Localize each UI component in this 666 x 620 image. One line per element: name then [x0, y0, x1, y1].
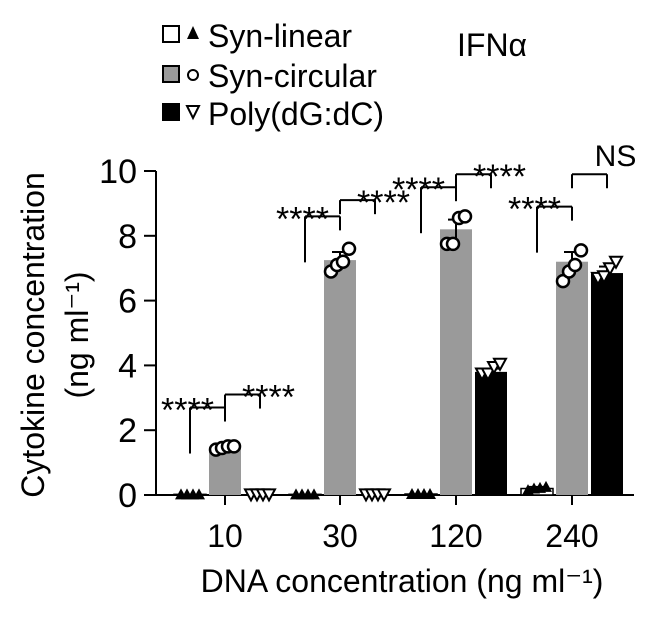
- bars: [173, 229, 623, 496]
- legend-marker-poly-dgdc: [185, 105, 201, 121]
- legend-item-syn-linear: Syn-linear: [162, 18, 352, 54]
- y-tick-label: 4: [118, 347, 137, 385]
- chart-title: IFNα: [457, 27, 527, 63]
- y-axis-label-line2: (ng ml⁻¹): [59, 271, 95, 398]
- bar: [324, 260, 356, 495]
- data-point: [567, 257, 583, 273]
- legend-swatch-syn-circular: [162, 65, 180, 83]
- data-point: [226, 439, 242, 454]
- legend: Syn-linear Syn-circular Poly(dG:dC): [162, 18, 384, 132]
- significance-label: ****: [473, 158, 526, 196]
- data-point: [457, 209, 473, 224]
- y-tick-label: 0: [118, 477, 137, 515]
- bar: [440, 229, 472, 495]
- y-ticks: 0 2 4 6 8 10: [99, 153, 156, 515]
- data-point: [193, 488, 205, 500]
- legend-marker-syn-circular: [187, 69, 199, 81]
- data-point: [445, 236, 461, 252]
- data-point: [596, 270, 612, 285]
- data-point: [308, 488, 320, 500]
- legend-label-syn-linear: Syn-linear: [208, 18, 352, 54]
- legend-item-syn-circular: Syn-circular: [162, 58, 377, 94]
- data-point: [540, 480, 552, 492]
- x-tick-label: 10: [207, 518, 243, 554]
- significance-label: ****: [357, 184, 410, 222]
- y-tick-label: 8: [118, 218, 137, 256]
- data-point: [608, 255, 624, 270]
- data-point: [480, 367, 496, 382]
- legend-swatch-syn-linear: [162, 25, 180, 43]
- legend-label-poly-dgdc: Poly(dG:dC): [208, 96, 384, 132]
- significance-label: NS: [595, 140, 637, 173]
- y-axis-label-line1: Cytokine concentration: [15, 172, 51, 498]
- x-tick-label: 30: [322, 518, 358, 554]
- x-axis-label: DNA concentration (ng ml⁻¹): [201, 563, 604, 599]
- y-tick-label: 2: [118, 412, 137, 450]
- significance-label: ****: [242, 379, 295, 417]
- y-tick-label: 10: [99, 153, 137, 191]
- significance-label: ****: [508, 191, 561, 229]
- x-tick-label: 120: [429, 518, 482, 554]
- data-point: [261, 488, 277, 503]
- x-tick-label: 240: [545, 518, 598, 554]
- x-ticks: 10 30 120 240: [207, 495, 599, 554]
- data-point: [573, 243, 589, 258]
- data-point: [602, 262, 618, 277]
- y-axis-label: Cytokine concentration (ng ml⁻¹): [15, 172, 95, 498]
- data-point: [424, 488, 436, 500]
- data-point: [341, 241, 357, 257]
- legend-swatch-poly-dgdc: [162, 103, 180, 121]
- y-tick-label: 6: [118, 283, 137, 321]
- data-point: [376, 488, 392, 503]
- data-points: [175, 209, 624, 503]
- bar: [591, 273, 623, 495]
- bar: [556, 261, 588, 495]
- data-point: [492, 357, 508, 372]
- error-bars: [217, 218, 615, 491]
- bar: [475, 371, 507, 495]
- significance-annotations: **** ******** ******** ********NS: [161, 140, 637, 454]
- significance-label: ****: [392, 171, 445, 209]
- data-point: [335, 254, 351, 269]
- significance-label: ****: [161, 392, 214, 430]
- significance-label: ****: [276, 200, 329, 238]
- legend-label-syn-circular: Syn-circular: [208, 58, 377, 94]
- legend-marker-syn-linear: [187, 26, 199, 39]
- legend-item-poly-dgdc: Poly(dG:dC): [162, 96, 384, 132]
